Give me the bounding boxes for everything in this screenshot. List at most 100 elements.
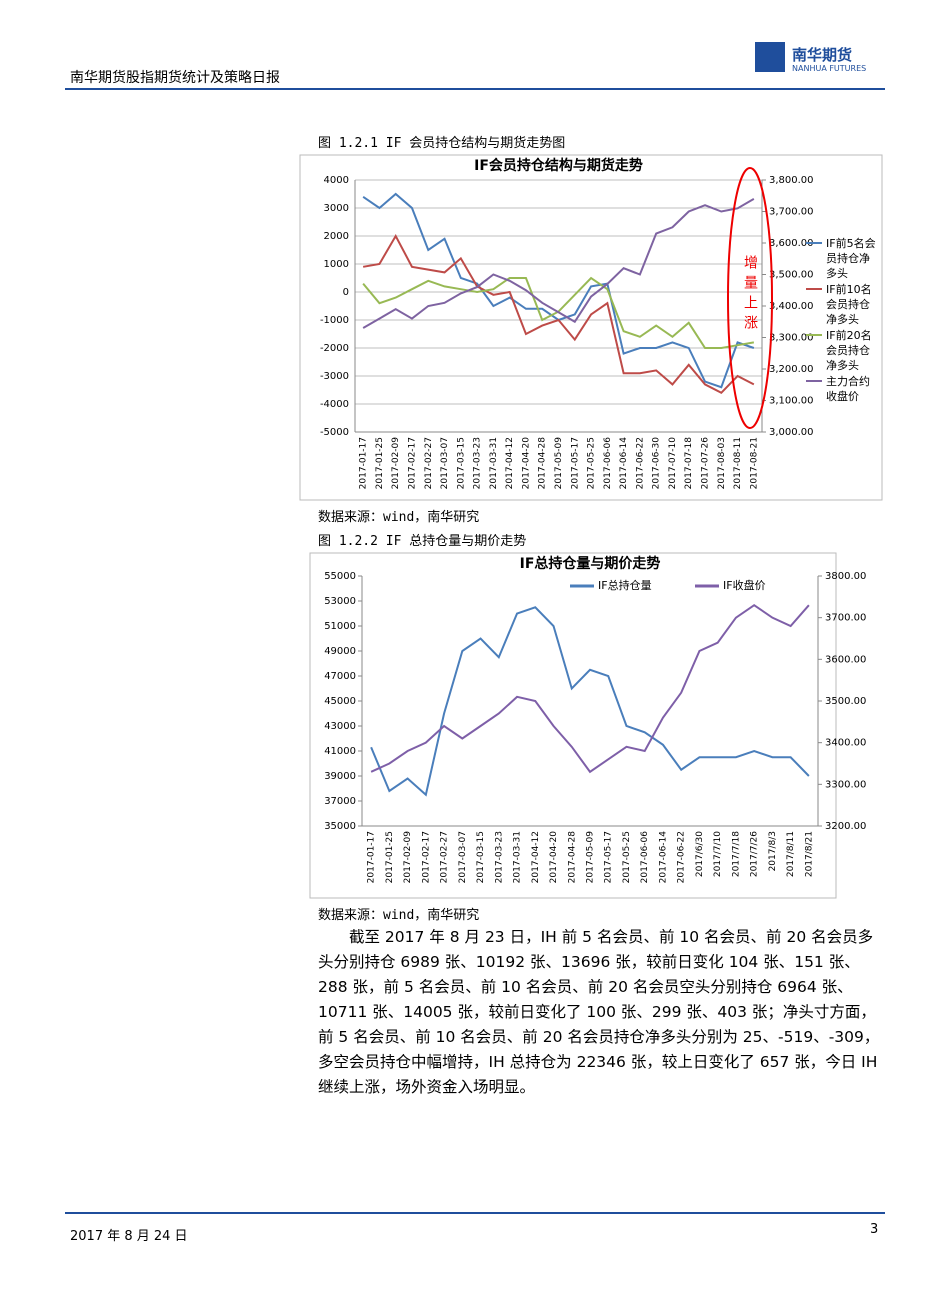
body-text: 截至 2017 年 8 月 23 日，IH 前 5 名会员、前 10 名会员、前… — [318, 928, 880, 1096]
y-tick-label: 37000 — [324, 796, 356, 807]
x-tick-label: 2017-05-25 — [622, 831, 632, 883]
header-rule — [65, 88, 885, 90]
x-tick-label: 2017/7/26 — [750, 831, 760, 877]
x-tick-label: 2017-06-14 — [619, 437, 629, 490]
y2-tick-label: 3500.00 — [825, 696, 866, 707]
y-tick-label: 43000 — [324, 721, 356, 732]
x-tick-label: 2017-06-30 — [652, 437, 662, 490]
series-line — [370, 606, 810, 797]
x-tick-label: 2017-01-17 — [359, 437, 369, 489]
x-tick-label: 2017-03-31 — [489, 437, 499, 489]
x-tick-label: 2017/8/11 — [786, 831, 796, 877]
legend-item: IF前10名会员持仓净多头 — [826, 283, 872, 326]
legend-item: IF前5名会员持仓净多头 — [826, 237, 876, 280]
y2-tick-label: 3,000.00 — [769, 427, 814, 438]
legend-label: IF总持仓量 — [598, 578, 652, 592]
x-tick-label: 2017-02-27 — [424, 437, 434, 489]
y-tick-label: 49000 — [324, 646, 356, 657]
y2-tick-label: 3,600.00 — [769, 238, 814, 249]
footer-rule — [65, 1212, 885, 1214]
x-tick-label: 2017-01-25 — [385, 831, 395, 883]
y-tick-label: 55000 — [324, 571, 356, 582]
x-tick-label: 2017-08-11 — [733, 437, 743, 489]
x-tick-label: 2017-06-06 — [603, 437, 613, 490]
y-tick-label: 39000 — [324, 771, 356, 782]
series-line — [362, 198, 755, 329]
y-tick-label: 53000 — [324, 596, 356, 607]
charts: IF会员持仓结构与期货走势 -5000 -4000 -3000 -2000 -1000 0 1… — [299, 154, 883, 899]
y2-tick-label: 3700.00 — [825, 613, 866, 624]
x-tick-label: 2017-02-09 — [391, 437, 401, 490]
figure-caption: 图 1.2.1 IF 会员持仓结构与期货走势图 — [318, 136, 566, 151]
x-tick-label: 2017-05-25 — [587, 437, 597, 489]
legend-label: IF前10名会员持仓净多头 — [826, 283, 872, 326]
y-tick-label: 35000 — [324, 821, 356, 832]
y2-tick-label: 3200.00 — [825, 821, 866, 832]
x-tick-label: 2017-07-10 — [668, 437, 678, 490]
x-tick-label: 2017-01-17 — [367, 831, 377, 883]
y2-tick-label: 3,400.00 — [769, 301, 814, 312]
x-tick-label: 2017-05-09 — [554, 437, 564, 490]
x-tick-label: 2017/6/30 — [695, 831, 705, 877]
x-tick-label: 2017-06-14 — [658, 831, 668, 884]
y2-tick-label: 3800.00 — [825, 571, 866, 582]
x-tick-label: 2017-03-23 — [494, 831, 504, 883]
y2-tick-label: 3,100.00 — [769, 396, 814, 407]
logo-text: 南华期货 — [792, 46, 853, 64]
legend-item: IF前20名会员持仓净多头 — [826, 329, 872, 372]
y-tick-label: -3000 — [320, 371, 349, 382]
series-line — [370, 603, 810, 774]
y2-tick-label: 3,800.00 — [769, 175, 814, 186]
legend-label: IF前5名会员持仓净多头 — [826, 237, 876, 280]
annotation-ellipse — [727, 167, 773, 429]
y-tick-label: 2000 — [324, 231, 349, 242]
legend-item: 主力合约收盘价 — [826, 375, 870, 403]
logo-mark — [755, 42, 785, 72]
footer-date: 2017 年 8 月 24 日 — [70, 1229, 188, 1244]
x-tick-label: 2017-07-26 — [701, 437, 711, 490]
page-number: 3 — [870, 1222, 879, 1237]
legend-label: IF收盘价 — [723, 578, 766, 592]
chart-title: IF总持仓量与期价走势 — [520, 555, 661, 572]
x-tick-label: 2017-05-09 — [586, 831, 596, 884]
y-tick-label: -2000 — [320, 343, 349, 354]
x-tick-label: 2017-05-17 — [570, 437, 580, 489]
x-tick-label: 2017-02-17 — [421, 831, 431, 883]
y-tick-label: 51000 — [324, 621, 356, 632]
x-tick-label: 2017-08-03 — [717, 437, 727, 489]
x-tick-label: 2017/7/10 — [713, 831, 723, 877]
y-tick-label: 47000 — [324, 671, 356, 682]
y-tick-label: -4000 — [320, 399, 349, 410]
x-tick-label: 2017-04-20 — [521, 437, 531, 490]
y2-tick-label: 3,200.00 — [769, 364, 814, 375]
y-tick-label: 1000 — [324, 259, 349, 270]
y2-tick-label: 3,300.00 — [769, 333, 814, 344]
x-tick-label: 2017-03-15 — [456, 437, 466, 489]
x-tick-label: 2017-04-12 — [505, 437, 515, 489]
chart-title: IF会员持仓结构与期货走势 — [474, 157, 643, 174]
figure-source: 数据来源：wind，南华研究 — [318, 510, 480, 525]
y-tick-label: 4000 — [324, 175, 349, 186]
x-tick-label: 2017-02-09 — [403, 831, 413, 884]
y2-tick-label: 3300.00 — [825, 779, 866, 790]
x-tick-label: 2017-06-22 — [635, 437, 645, 489]
y-tick-label: 3000 — [324, 203, 349, 214]
legend-label: IF前20名会员持仓净多头 — [826, 329, 872, 372]
x-tick-label: 2017-04-28 — [538, 437, 548, 490]
header-title: 南华期货股指期货统计及策略日报 — [70, 70, 280, 86]
y-tick-label: -1000 — [320, 315, 349, 326]
x-tick-label: 2017-02-17 — [407, 437, 417, 489]
y2-tick-label: 3600.00 — [825, 654, 866, 665]
y-tick-label: 0 — [343, 287, 349, 298]
x-tick-label: 2017-03-23 — [473, 437, 483, 489]
logo-subtext: NANHUA FUTURES — [792, 64, 867, 73]
figure-source: 数据来源：wind，南华研究 — [318, 908, 480, 923]
y-tick-label: 41000 — [324, 746, 356, 757]
x-tick-label: 2017-05-17 — [604, 831, 614, 883]
chart-frame — [309, 552, 837, 899]
x-tick-label: 2017-08-21 — [749, 437, 759, 489]
x-tick-label: 2017-03-31 — [513, 831, 523, 883]
figure-caption: 图 1.2.2 IF 总持仓量与期价走势 — [318, 534, 527, 549]
series-line — [362, 233, 755, 395]
